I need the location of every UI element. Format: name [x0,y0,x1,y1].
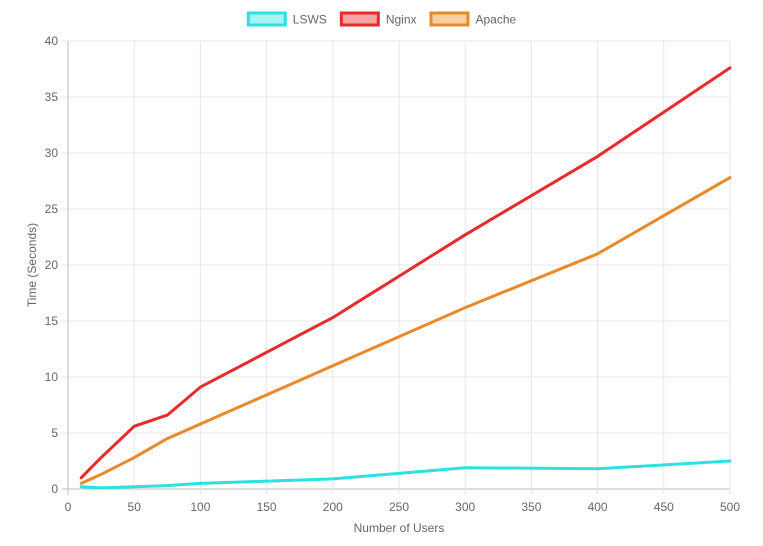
series-lines [79,66,732,490]
y-tick-label: 10 [45,370,59,384]
x-tick-label: 450 [654,500,674,514]
y-axis-label: Time (Seconds) [25,223,39,307]
x-tick-label: 100 [190,500,210,514]
y-tick-label: 25 [45,202,59,216]
grid-lines [62,40,731,495]
x-tick-label: 50 [128,500,142,514]
legend-item-lsws[interactable]: LSWS [246,11,327,27]
legend: LSWS Nginx Apache [246,11,517,27]
legend-swatch [246,11,287,27]
series-line-apache [79,176,732,485]
x-axis-label: Number of Users [354,521,445,535]
x-tick-label: 400 [588,500,608,514]
series-line-nginx [79,66,732,480]
x-tick-label: 250 [389,500,409,514]
x-tick-label: 150 [257,500,277,514]
legend-label: LSWS [293,13,327,27]
legend-item-apache[interactable]: Apache [429,11,517,27]
y-tick-label: 40 [45,34,59,48]
x-tick-label: 0 [65,500,72,514]
legend-label: Nginx [386,13,417,27]
x-tick-label: 200 [323,500,343,514]
series-line-lsws [79,459,732,490]
y-tick-label: 30 [45,146,59,160]
legend-swatch [429,11,470,27]
x-tick-label: 350 [521,500,541,514]
y-tick-label: 5 [51,426,58,440]
legend-item-nginx[interactable]: Nginx [339,11,417,27]
y-tick-label: 20 [45,258,59,272]
x-tick-label: 500 [720,500,740,514]
y-tick-label: 35 [45,90,59,104]
y-tick-label: 0 [51,482,58,496]
legend-label: Apache [476,13,517,27]
x-tick-label: 300 [455,500,475,514]
legend-swatch [339,11,380,27]
y-tick-label: 15 [45,314,59,328]
